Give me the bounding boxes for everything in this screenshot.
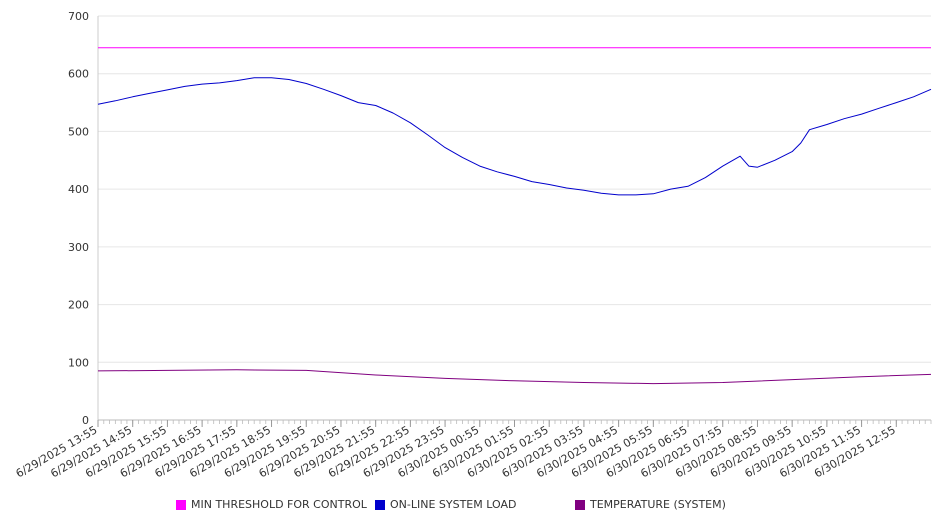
series-lines [97,47,932,385]
legend-swatch-min-threshold [176,499,186,510]
series-line-2 [97,369,932,385]
chart-axes [97,16,932,427]
legend-label-temperature: TEMPERATURE (SYSTEM) [590,498,726,511]
legend-swatch-system-load [375,499,385,510]
y-tick-label: 500 [68,125,89,138]
chart-legend: MIN THRESHOLD FOR CONTROL ON-LINE SYSTEM… [0,496,946,516]
y-tick-label: 400 [68,183,89,196]
legend-label-min-threshold: MIN THRESHOLD FOR CONTROL [191,498,367,511]
y-tick-label: 700 [68,10,89,23]
series-line-1 [97,77,932,196]
legend-item-min-threshold[interactable]: MIN THRESHOLD FOR CONTROL [176,498,367,511]
legend-item-temperature[interactable]: TEMPERATURE (SYSTEM) [575,498,726,511]
grid-lines [98,15,931,363]
y-axis-ticks: 0 100 200 300 400 500 600 700 [68,10,89,427]
y-tick-label: 0 [82,414,89,427]
y-tick-label: 600 [68,68,89,81]
y-tick-label: 100 [68,356,89,369]
y-tick-label: 300 [68,241,89,254]
y-tick-label: 200 [68,299,89,312]
legend-swatch-temperature [575,499,585,510]
x-axis-ticks: 6/29/2025 13:556/29/2025 14:556/29/2025 … [14,423,898,480]
legend-item-system-load[interactable]: ON-LINE SYSTEM LOAD [375,498,516,511]
legend-label-system-load: ON-LINE SYSTEM LOAD [390,498,517,511]
